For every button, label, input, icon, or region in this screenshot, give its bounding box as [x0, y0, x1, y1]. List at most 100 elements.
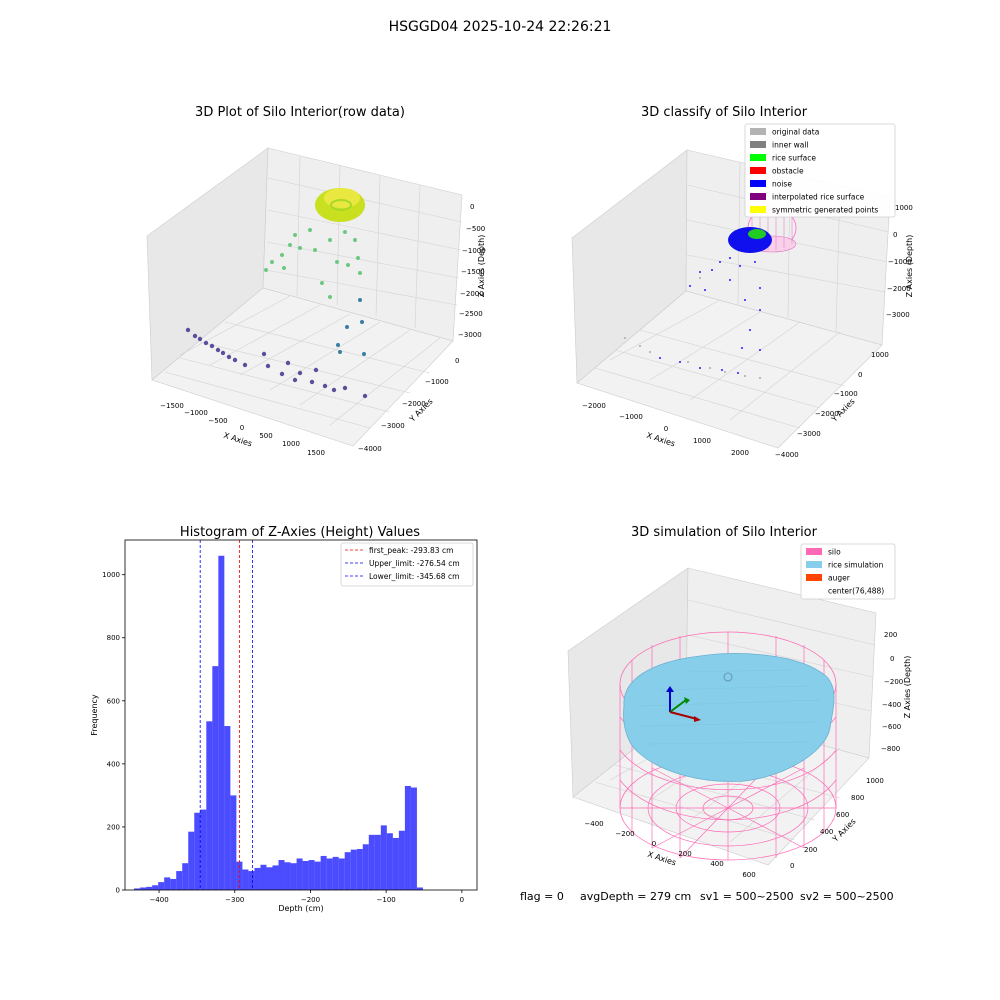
classify-legend-label: original data [772, 128, 819, 137]
raw-ytick: −4000 [358, 445, 382, 453]
raw-lower-points [336, 298, 366, 356]
histogram-bar [368, 834, 375, 890]
simulation-legend-swatch [806, 574, 822, 581]
histogram-xtick-label: −200 [301, 896, 320, 904]
raw-xtick: 500 [259, 432, 272, 440]
simulation-legend-label: center(76,488) [828, 587, 884, 596]
classify-legend: original data inner wall rice surface obsta… [744, 123, 896, 218]
simulation-auger-triad [666, 686, 701, 722]
classify-ytick: −2000 [815, 410, 839, 418]
classify-xtick: 1000 [693, 437, 711, 445]
histogram-bar [278, 860, 285, 890]
simulation-rice-surface [623, 653, 835, 782]
raw-ytick: −3000 [381, 422, 405, 430]
simulation-xtick: −400 [584, 820, 603, 828]
histogram-panel: Histogram of Z-Axies (Height) Values −40… [90, 525, 478, 913]
classify-legend-label: inner wall [772, 141, 809, 150]
simulation-ztick: 200 [884, 631, 897, 639]
raw-floor-points [185, 327, 368, 399]
histogram-bar [290, 863, 297, 890]
histogram-bar [200, 809, 207, 890]
simulation-legend-box [800, 543, 896, 600]
simulation-ztick: −200 [884, 678, 903, 686]
classify-ytick: 0 [858, 371, 862, 379]
histogram-bar [314, 861, 321, 890]
simulation-ytick: 800 [851, 794, 864, 802]
histogram-ytick-label: 1000 [102, 571, 120, 579]
histogram-bar [398, 830, 405, 890]
classify-zlabel: Z Axies (Depth) [905, 235, 914, 298]
footer-avg-depth: avgDepth = 279 cm [580, 890, 691, 903]
simulation-3d-panel: 3D simulation of Silo Interior [567, 525, 912, 879]
raw-ztick: −1000 [462, 247, 486, 255]
histogram-bar [380, 825, 387, 890]
raw-xtick: −1500 [160, 402, 184, 410]
simulation-zlabel: Z Axies (Depth) [903, 656, 912, 719]
histogram-legend-label: first_peak: -293.83 cm [369, 546, 453, 555]
classify-3d-panel: 3D classify of Silo Interior [571, 105, 914, 459]
histogram-threshold-lines [199, 540, 253, 890]
simulation-ztick: −800 [881, 745, 900, 753]
histogram-bar [152, 885, 159, 890]
classify-legend-swatch [750, 141, 766, 148]
histogram-legend-box [340, 542, 474, 587]
histogram-bar [254, 867, 261, 890]
raw-xtick: −500 [208, 417, 227, 425]
histogram-ylabel: Frequency [90, 694, 99, 736]
histogram-bar [350, 849, 357, 890]
histogram-bar [218, 555, 225, 890]
simulation-legend-swatch [806, 548, 822, 555]
histogram-xtick-label: −300 [225, 896, 244, 904]
histogram-bar [242, 869, 249, 890]
classify-ytick: −3000 [797, 430, 821, 438]
raw-data-points [185, 188, 368, 399]
simulation-ytick: 200 [804, 846, 817, 854]
raw-ztick: −2000 [460, 290, 484, 298]
histogram-xtick-label: −100 [377, 896, 396, 904]
raw-tick-labels: −1500 −1000 −500 0 500 1000 1500 0 −1000… [160, 203, 486, 457]
histogram-bar [140, 887, 147, 890]
footer-status: flag = 0 avgDepth = 279 cm sv1 = 500~250… [520, 890, 894, 903]
classify-ytick: −1000 [834, 390, 858, 398]
classify-legend-swatch [750, 167, 766, 174]
simulation-xtick: 200 [678, 850, 691, 858]
classify-xlabel: X Axies [645, 431, 676, 449]
classify-tick-labels: −2000 −1000 0 1000 2000 1000 0 −1000 −20… [582, 204, 913, 459]
simulation-ytick: 600 [836, 811, 849, 819]
classify-legend-label: noise [772, 180, 792, 189]
raw-ytick: −1000 [425, 378, 449, 386]
histogram-bar [182, 863, 189, 890]
histogram-bar [224, 726, 231, 890]
histogram-legend-label: Upper_limit: -276.54 cm [369, 559, 460, 568]
classify-legend-label: obstacle [772, 167, 804, 176]
footer-sv2: sv2 = 500~2500 [800, 890, 894, 903]
classify-legend-label: symmetric generated points [772, 206, 878, 215]
simulation-ylabel: Y Axies [830, 817, 858, 845]
histogram-yticks: 0 200 400 600 800 1000 [102, 571, 125, 895]
histogram-bar [296, 858, 303, 890]
histogram-legend: first_peak: -293.83 cm Upper_limit: -276.… [340, 542, 474, 587]
histogram-bar [230, 795, 237, 890]
simulation-legend-label: silo [828, 548, 841, 557]
histogram-bar [374, 834, 381, 890]
raw-ztick: −500 [466, 225, 485, 233]
classify-ztick: −2000 [887, 285, 911, 293]
simulation-ztick: 0 [890, 655, 894, 663]
classify-ztick: −1000 [888, 258, 912, 266]
raw-ring-top [324, 188, 360, 208]
simulation-ytick: 1000 [866, 777, 884, 785]
histogram-ytick-label: 0 [116, 887, 120, 895]
classify-ztick: 1000 [895, 204, 913, 212]
histogram-bar [392, 837, 399, 890]
histogram-bar [266, 867, 273, 890]
raw-xlabel: X Axies [222, 431, 253, 449]
raw-ring-inner [330, 199, 352, 211]
simulation-panel-title: 3D simulation of Silo Interior [631, 525, 818, 540]
histogram-bars [134, 555, 423, 890]
footer-flag: flag = 0 [520, 890, 564, 903]
raw-ztick: 0 [470, 203, 474, 211]
classify-legend-swatch [750, 180, 766, 187]
raw-zlabel: Z Axies (Depth) [477, 235, 486, 298]
histogram-ytick-label: 400 [107, 760, 120, 768]
simulation-xtick: −200 [615, 830, 634, 838]
